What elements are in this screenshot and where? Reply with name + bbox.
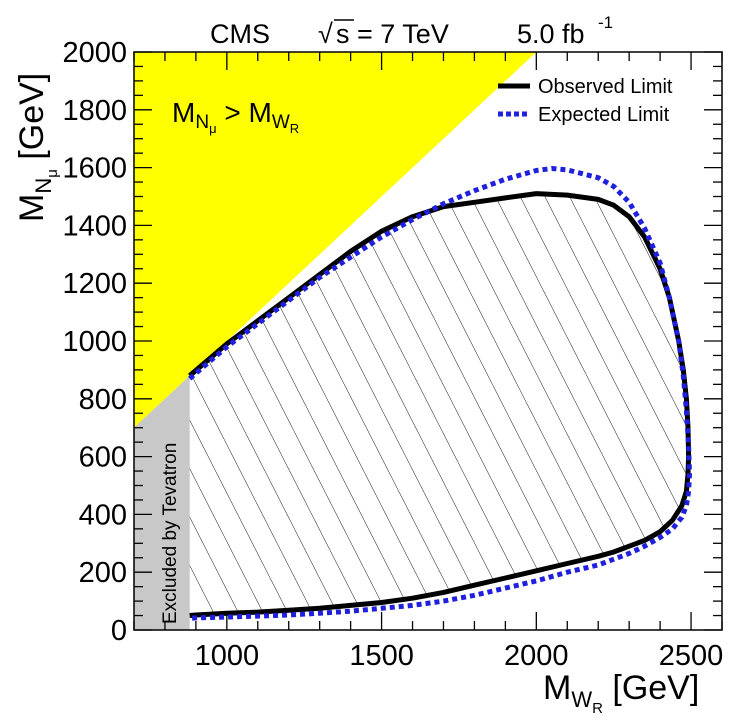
y-axis-title: MNμ [GeV]: [13, 73, 61, 222]
y-tick-label: 1600: [62, 153, 127, 185]
y-axis-ticks: 0 200 400 600 800 1000 1200 1400 1600 1800 2000: [62, 37, 722, 647]
luminosity-exponent: -1: [598, 13, 613, 32]
plot-header: CMS √ s = 7 TeV 5.0 fb -1: [210, 13, 613, 49]
y-tick-label: 1000: [62, 326, 127, 358]
legend-observed-label: Observed Limit: [538, 76, 673, 98]
y-tick-label: 200: [79, 557, 127, 589]
excluded-hatched-area: [189, 193, 689, 616]
legend-expected-label: Expected Limit: [538, 104, 670, 126]
y-tick-label: 1800: [62, 95, 127, 127]
y-tick-label: 1400: [62, 210, 127, 242]
kinematic-region-label: MNμ > MWR: [172, 97, 299, 136]
expected-limit-curve: [188, 166, 692, 621]
energy-label: s = 7 TeV: [336, 19, 449, 49]
luminosity-label: 5.0 fb: [517, 19, 585, 49]
y-tick-label: 400: [79, 499, 127, 531]
x-tick-label: 1500: [349, 640, 414, 672]
y-tick-label: 800: [79, 384, 127, 416]
x-tick-label: 2000: [504, 640, 569, 672]
x-tick-label: 2500: [659, 640, 724, 672]
legend: Observed Limit Expected Limit: [498, 76, 673, 126]
sqrt-symbol: √: [318, 19, 333, 49]
y-tick-label: 0: [111, 615, 127, 647]
tevatron-region-label: Excluded by Tevatron: [160, 443, 181, 624]
experiment-label: CMS: [210, 19, 270, 49]
y-tick-label: 600: [79, 442, 127, 474]
x-axis-ticks: 1000 1500 2000 2500: [133, 52, 724, 672]
x-tick-label: 1000: [195, 640, 260, 672]
y-tick-label: 2000: [62, 37, 127, 69]
x-axis-title: MWR [GeV]: [543, 669, 699, 717]
tevatron-excluded-region: [134, 375, 190, 630]
kinematic-forbidden-region: [134, 52, 537, 428]
y-tick-label: 1200: [62, 268, 127, 300]
